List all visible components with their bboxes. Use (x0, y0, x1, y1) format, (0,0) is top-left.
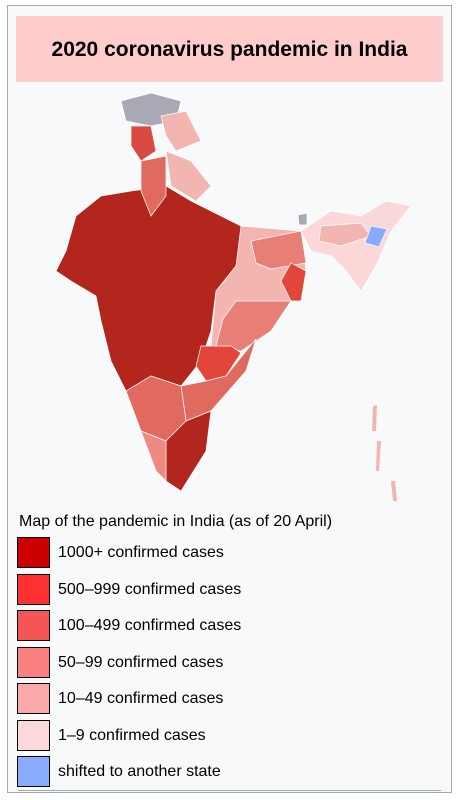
legend-swatch (17, 756, 50, 787)
divider (18, 790, 441, 791)
legend-swatch (17, 610, 50, 641)
infobox-title: 2020 coronavirus pandemic in India (16, 16, 443, 82)
legend-swatch (17, 537, 50, 568)
legend-label: 10–49 confirmed cases (58, 690, 224, 707)
legend-swatch (17, 719, 50, 751)
legend-swatch (17, 683, 50, 714)
infobox: 2020 coronavirus pandemic in India (7, 5, 452, 793)
india-map (55, 92, 412, 501)
legend-label: 50–99 confirmed cases (58, 653, 224, 671)
legend-label: 100–499 confirmed cases (58, 617, 242, 634)
legend-swatch (17, 646, 50, 678)
legend-swatch (17, 573, 50, 605)
legend-label: 500–999 confirmed cases (58, 580, 242, 598)
legend-label: shifted to another state (58, 763, 221, 780)
legend-label: 1000+ confirmed cases (58, 544, 224, 561)
map-caption: Map of the pandemic in India (as of 20 A… (19, 513, 333, 530)
legend-label: 1–9 confirmed cases (58, 726, 206, 744)
